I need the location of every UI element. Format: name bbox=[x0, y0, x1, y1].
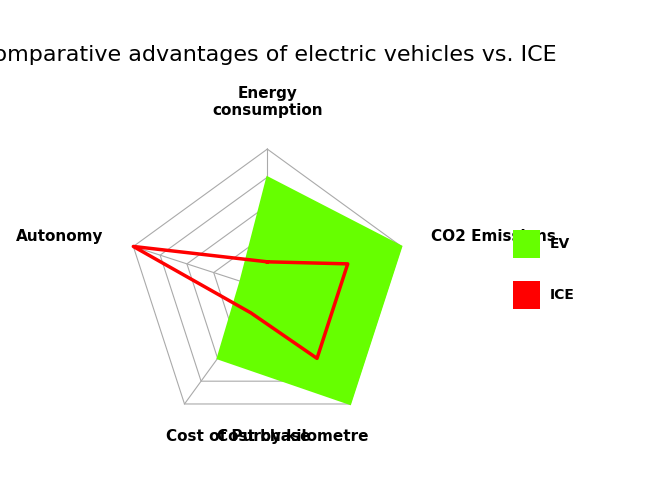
Text: Comparative advantages of electric vehicles vs. ICE: Comparative advantages of electric vehic… bbox=[0, 45, 557, 65]
Text: Energy
consumption: Energy consumption bbox=[212, 86, 323, 118]
Text: Cost by kilometre: Cost by kilometre bbox=[217, 429, 368, 444]
Text: EV: EV bbox=[550, 237, 570, 250]
Text: Autonomy: Autonomy bbox=[16, 229, 104, 245]
Bar bbox=[513, 229, 540, 258]
Text: CO2 Emissions: CO2 Emissions bbox=[431, 229, 556, 245]
Text: Cost of Purchase: Cost of Purchase bbox=[166, 429, 311, 444]
Bar bbox=[513, 281, 540, 310]
Polygon shape bbox=[218, 177, 402, 404]
Text: ICE: ICE bbox=[550, 289, 574, 302]
